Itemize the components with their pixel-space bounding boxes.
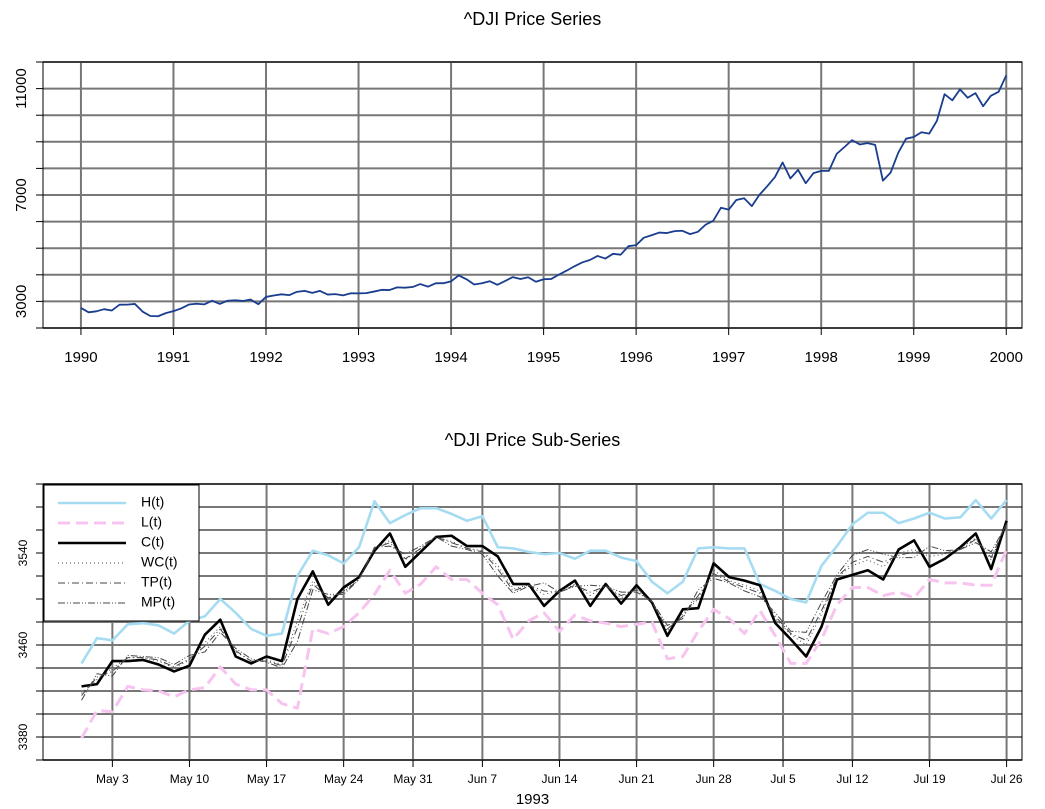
y-tick-label: 7000 <box>13 178 30 211</box>
chart-title: ^DJI Price Series <box>464 9 601 29</box>
x-tick-label: Jun 21 <box>619 772 655 786</box>
x-tick-label: May 17 <box>247 772 287 786</box>
y-tick-label: 3380 <box>16 723 30 750</box>
chart-title: ^DJI Price Sub-Series <box>445 430 621 450</box>
series-line <box>80 548 1008 739</box>
y-tick-label: 11000 <box>13 68 30 109</box>
series-line <box>80 74 1008 318</box>
x-tick-label: 1990 <box>64 349 97 366</box>
plot-frame <box>42 483 1023 761</box>
x-tick-label: Jul 26 <box>991 772 1023 786</box>
x-tick-label: 1999 <box>897 349 930 366</box>
y-tick-label: 3460 <box>16 631 30 658</box>
x-tick-label: Jul 12 <box>836 772 868 786</box>
x-tick-label: May 10 <box>170 772 210 786</box>
x-tick-label: 1993 <box>342 349 375 366</box>
x-tick-label: May 24 <box>324 772 364 786</box>
series-line <box>81 524 1008 701</box>
x-tick-label: 1998 <box>805 349 838 366</box>
legend-label: TP(t) <box>141 574 172 590</box>
legend-box <box>43 484 200 622</box>
x-tick-label: 2000 <box>990 349 1023 366</box>
y-tick-label: 3540 <box>16 539 30 566</box>
x-tick-label: May 3 <box>96 772 129 786</box>
y-tick-label: 3000 <box>13 285 30 318</box>
legend-label: C(t) <box>141 534 164 550</box>
legend-label: WC(t) <box>141 554 178 570</box>
legend-label: L(t) <box>141 514 162 530</box>
x-axis-label: 1993 <box>516 791 549 808</box>
x-tick-label: 1996 <box>619 349 652 366</box>
series-line <box>80 498 1008 665</box>
x-tick-label: 1994 <box>434 349 467 366</box>
x-tick-label: 1991 <box>157 349 190 366</box>
x-tick-label: Jun 14 <box>541 772 577 786</box>
series-line <box>81 522 1008 696</box>
series-line <box>81 522 1008 694</box>
x-tick-label: Jun 28 <box>696 772 732 786</box>
x-tick-label: 1997 <box>712 349 745 366</box>
x-tick-label: May 31 <box>393 772 433 786</box>
series-line <box>81 520 1008 688</box>
x-tick-label: Jul 19 <box>913 772 945 786</box>
legend-label: H(t) <box>141 494 164 510</box>
x-tick-label: Jul 5 <box>770 772 796 786</box>
plot-frame <box>42 61 1023 329</box>
x-tick-label: 1995 <box>527 349 560 366</box>
x-tick-label: Jun 7 <box>468 772 498 786</box>
x-tick-label: 1992 <box>249 349 282 366</box>
legend-label: MP(t) <box>141 594 175 610</box>
